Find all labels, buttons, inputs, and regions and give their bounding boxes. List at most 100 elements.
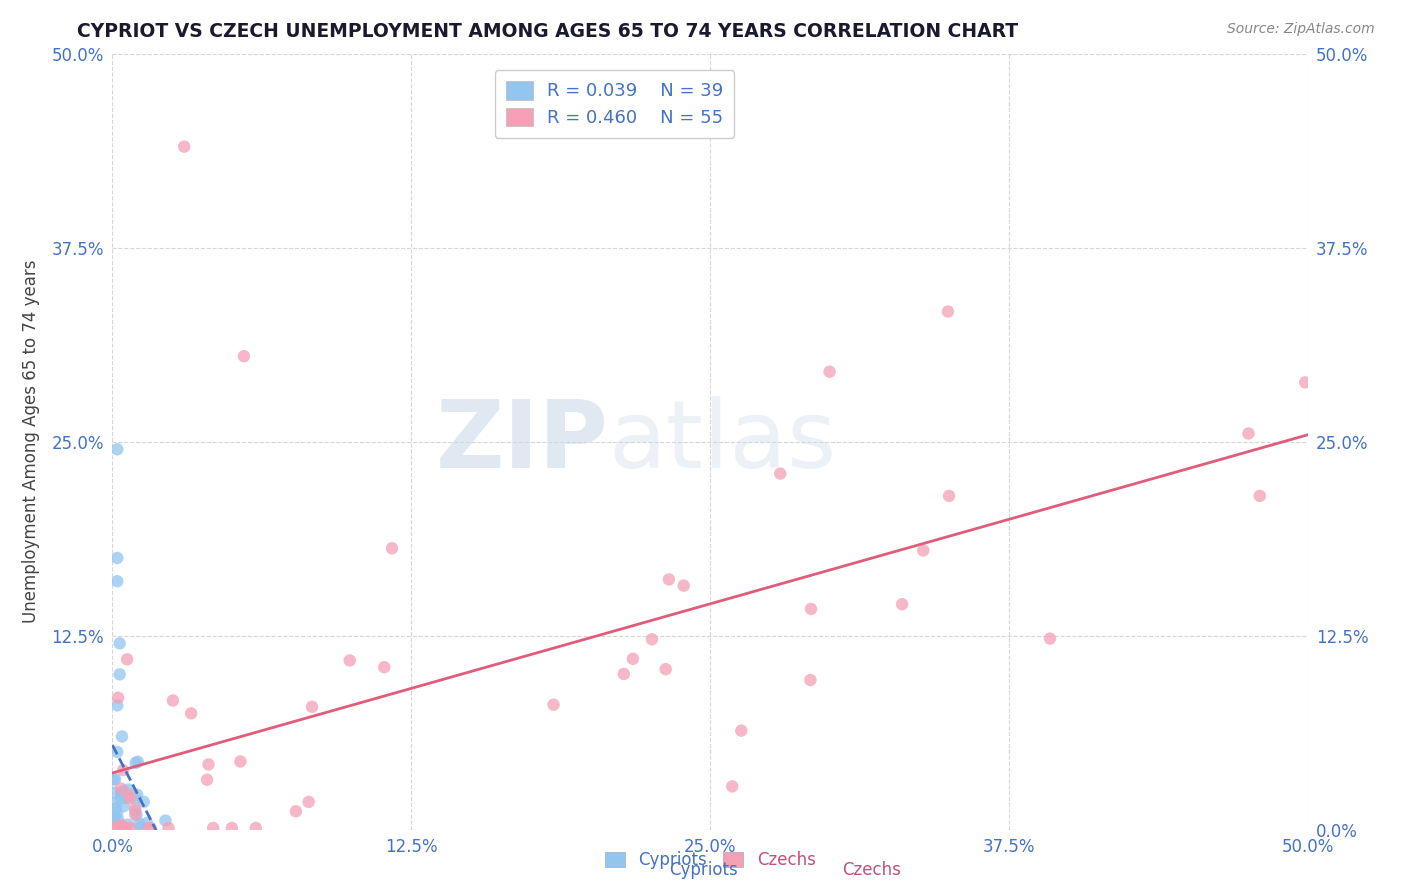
Point — [1039, 632, 1062, 646]
Point — [139, 821, 162, 835]
Point — [129, 820, 152, 834]
Point — [197, 757, 219, 772]
Point — [112, 799, 135, 814]
Text: ZIP: ZIP — [436, 395, 609, 488]
Point — [110, 821, 132, 835]
Point — [769, 467, 792, 481]
Point — [104, 821, 127, 835]
Point — [107, 813, 129, 827]
Point — [105, 551, 128, 566]
Point — [110, 820, 132, 834]
Point — [658, 573, 681, 587]
Point — [373, 660, 395, 674]
Point — [195, 772, 218, 787]
Point — [107, 690, 129, 705]
Point — [125, 808, 148, 822]
Point — [112, 763, 135, 777]
Point — [936, 304, 959, 318]
Point — [105, 698, 128, 713]
Point — [381, 541, 404, 556]
Point — [339, 653, 361, 667]
Point — [108, 667, 131, 681]
Y-axis label: Unemployment Among Ages 65 to 74 years: Unemployment Among Ages 65 to 74 years — [22, 260, 41, 624]
Point — [117, 782, 139, 797]
Point — [110, 786, 132, 800]
Point — [124, 802, 146, 816]
Point — [110, 791, 132, 805]
Point — [543, 698, 565, 712]
Point — [641, 632, 664, 647]
Point — [118, 788, 141, 802]
Point — [621, 652, 644, 666]
Point — [1294, 376, 1316, 390]
Point — [104, 821, 127, 835]
Point — [162, 693, 184, 707]
Point — [118, 791, 141, 805]
Point — [103, 811, 125, 825]
Point — [104, 772, 127, 787]
Point — [105, 574, 128, 589]
Text: Czechs: Czechs — [842, 861, 901, 879]
Legend: Cypriots, Czechs: Cypriots, Czechs — [598, 844, 823, 876]
Point — [115, 821, 138, 835]
Point — [110, 781, 132, 796]
Point — [721, 780, 744, 794]
Point — [118, 821, 141, 835]
Point — [103, 814, 125, 829]
Point — [301, 699, 323, 714]
Text: Source: ZipAtlas.com: Source: ZipAtlas.com — [1227, 22, 1375, 37]
Point — [127, 788, 149, 802]
Point — [180, 706, 202, 721]
Point — [284, 805, 307, 819]
Point — [233, 349, 256, 363]
Text: Cypriots: Cypriots — [669, 861, 737, 879]
Point — [105, 745, 128, 759]
Point — [818, 365, 841, 379]
Point — [938, 489, 960, 503]
Point — [245, 821, 267, 835]
Point — [124, 804, 146, 818]
Point — [104, 796, 127, 810]
Point — [135, 816, 157, 830]
Point — [157, 821, 180, 835]
Point — [221, 821, 243, 835]
Point — [115, 652, 138, 666]
Point — [112, 784, 135, 798]
Point — [105, 801, 128, 815]
Point — [108, 636, 131, 650]
Point — [912, 543, 935, 558]
Point — [104, 785, 127, 799]
Point — [104, 808, 127, 822]
Point — [613, 667, 636, 681]
Point — [730, 723, 752, 738]
Point — [654, 662, 676, 676]
Text: CYPRIOT VS CZECH UNEMPLOYMENT AMONG AGES 65 TO 74 YEARS CORRELATION CHART: CYPRIOT VS CZECH UNEMPLOYMENT AMONG AGES… — [77, 22, 1018, 41]
Point — [229, 755, 252, 769]
Point — [1237, 426, 1260, 441]
Point — [117, 818, 139, 832]
Point — [110, 786, 132, 800]
Point — [800, 602, 823, 616]
Point — [124, 756, 146, 770]
Point — [672, 579, 695, 593]
Point — [138, 821, 160, 835]
Point — [114, 790, 136, 805]
Point — [202, 821, 225, 835]
Point — [173, 139, 195, 153]
Point — [112, 821, 135, 835]
Point — [128, 816, 150, 830]
Point — [1249, 489, 1271, 503]
Point — [127, 755, 149, 769]
Point — [103, 772, 125, 787]
Point — [124, 791, 146, 805]
Point — [132, 795, 155, 809]
Point — [891, 597, 914, 611]
Point — [124, 807, 146, 822]
Point — [105, 442, 128, 457]
Point — [105, 805, 128, 820]
Point — [799, 673, 821, 687]
Point — [103, 808, 125, 822]
Point — [155, 814, 177, 828]
Point — [110, 818, 132, 832]
Point — [298, 795, 321, 809]
